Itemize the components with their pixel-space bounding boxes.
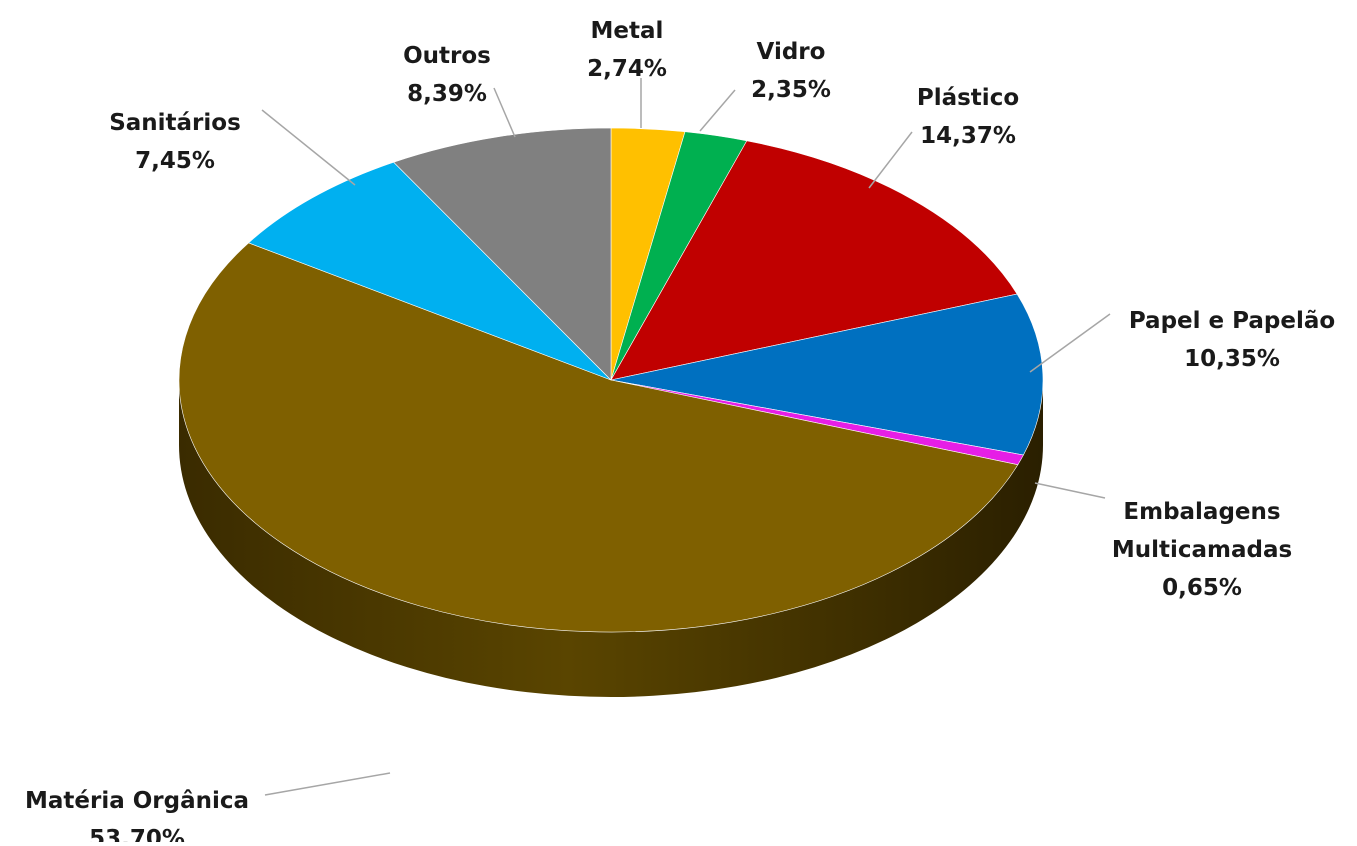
slice-value-plastico: 14,37% <box>920 123 1016 149</box>
slice-value-vidro: 2,35% <box>751 77 831 103</box>
slice-value-embalagens-multicamadas: 0,65% <box>1162 575 1242 601</box>
slice-value-metal: 2,74% <box>587 56 667 82</box>
slice-outros <box>393 127 612 381</box>
data-labels: Metal 2,74% Vidro 2,35% Plástico 14,37% Papel … <box>25 18 1335 846</box>
slice-label-embalagens-multicamadas: Embalagens <box>1123 499 1280 525</box>
leader-lines <box>261 78 1111 796</box>
slice-label-materia-organica: Matéria Orgânica <box>25 788 249 814</box>
leader-line-vidro <box>699 89 736 132</box>
slice-label-embalagens-multicamadas: Multicamadas <box>1112 537 1292 563</box>
slice-sanitarios <box>248 161 612 381</box>
slice-value-sanitarios: 7,45% <box>135 148 215 174</box>
slice-label-outros: Outros <box>403 43 491 69</box>
slice-value-papel-e-papelao: 10,35% <box>1184 346 1280 372</box>
leader-line-plastico <box>868 131 913 189</box>
pie-slices <box>178 127 1044 633</box>
pie-side <box>179 380 1043 697</box>
pie-side-wall <box>179 380 1043 697</box>
leader-line-embalagens-multicamadas <box>1034 482 1106 499</box>
slice-label-papel-e-papelao: Papel e Papelão <box>1129 308 1335 334</box>
slice-value-outros: 8,39% <box>407 81 487 107</box>
leader-line-materia-organica <box>264 772 391 796</box>
slice-papel-e-papelao <box>610 293 1044 456</box>
slice-label-plastico: Plástico <box>917 85 1019 111</box>
slice-label-sanitarios: Sanitários <box>109 110 241 136</box>
leader-line-sanitarios <box>261 109 356 186</box>
slice-label-vidro: Vidro <box>757 39 826 65</box>
slice-materia-organica <box>178 242 1019 633</box>
leader-line-outros <box>493 87 516 138</box>
leader-line-papel-e-papelao <box>1029 313 1111 373</box>
slice-value-materia-organica: 53,70% <box>89 826 185 842</box>
slice-plastico <box>610 140 1018 381</box>
slice-label-metal: Metal <box>591 18 664 44</box>
